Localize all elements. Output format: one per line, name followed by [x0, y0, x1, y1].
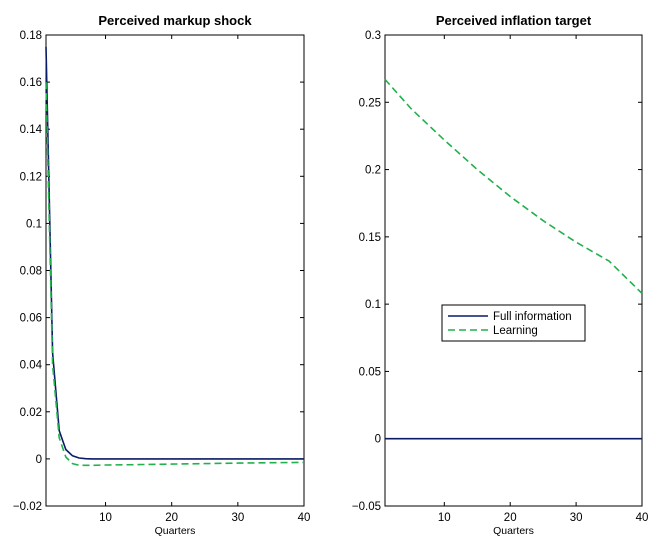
y-tick-label: 0.14	[20, 124, 43, 136]
y-tick-label: 0.18	[20, 30, 42, 42]
y-tick-label: 0.15	[359, 232, 381, 244]
x-tick-label: 20	[504, 512, 517, 524]
y-tick-label: 0	[36, 454, 42, 466]
x-tick-label: 10	[438, 512, 451, 524]
chart-title: Perceived markup shock	[98, 13, 252, 28]
y-tick-label: 0.25	[359, 97, 381, 109]
legend-box	[441, 304, 586, 342]
y-tick-label: 0.1	[365, 299, 381, 311]
x-tick-label: 30	[570, 512, 583, 524]
legend-label-learning: Learning	[493, 325, 538, 337]
panel-perceived-inflation-target: −0.05 0 0.05 0.1 0.15 0.2 0.25 0.3 10 20 30 40 Perce…	[352, 13, 649, 537]
legend: Full information Learning	[441, 304, 586, 342]
y-tick-label: 0.02	[20, 407, 42, 419]
x-axis-label: Quarters	[155, 525, 196, 537]
x-tick-label: 20	[165, 512, 178, 524]
y-tick-label: 0.1	[26, 218, 42, 230]
y-tick-label: 0.08	[20, 266, 42, 278]
y-tick-label: −0.02	[13, 501, 42, 513]
x-tick-label: 10	[99, 512, 112, 524]
y-tick-label: 0.2	[365, 165, 381, 177]
x-tick-label: 40	[636, 512, 649, 524]
y-tick-label: 0.04	[20, 360, 43, 372]
y-tick-label: 0.3	[365, 30, 381, 42]
x-tick-label: 30	[231, 512, 244, 524]
y-tick-label: −0.05	[352, 501, 381, 513]
y-tick-label: 0.12	[20, 171, 42, 183]
axes-box	[384, 34, 643, 507]
y-tick-label: 0.05	[359, 366, 381, 378]
panel-perceived-markup-shock: −0.02 0 0.02 0.04 0.06 0.08 0.1 0.12 0.14 0.16 0.1…	[13, 13, 311, 537]
series-line-full-information	[45, 46, 304, 460]
y-tick-label: 0.06	[20, 313, 42, 325]
series-line-learning	[384, 78, 643, 294]
x-tick-label: 40	[298, 512, 311, 524]
y-tick-label: 0.16	[20, 77, 42, 89]
x-axis-label: Quarters	[493, 525, 534, 537]
y-tick-label: 0	[375, 434, 381, 446]
series-line-learning	[45, 82, 305, 467]
legend-label-full-information: Full information	[493, 311, 572, 323]
chart-title: Perceived inflation target	[436, 13, 592, 28]
